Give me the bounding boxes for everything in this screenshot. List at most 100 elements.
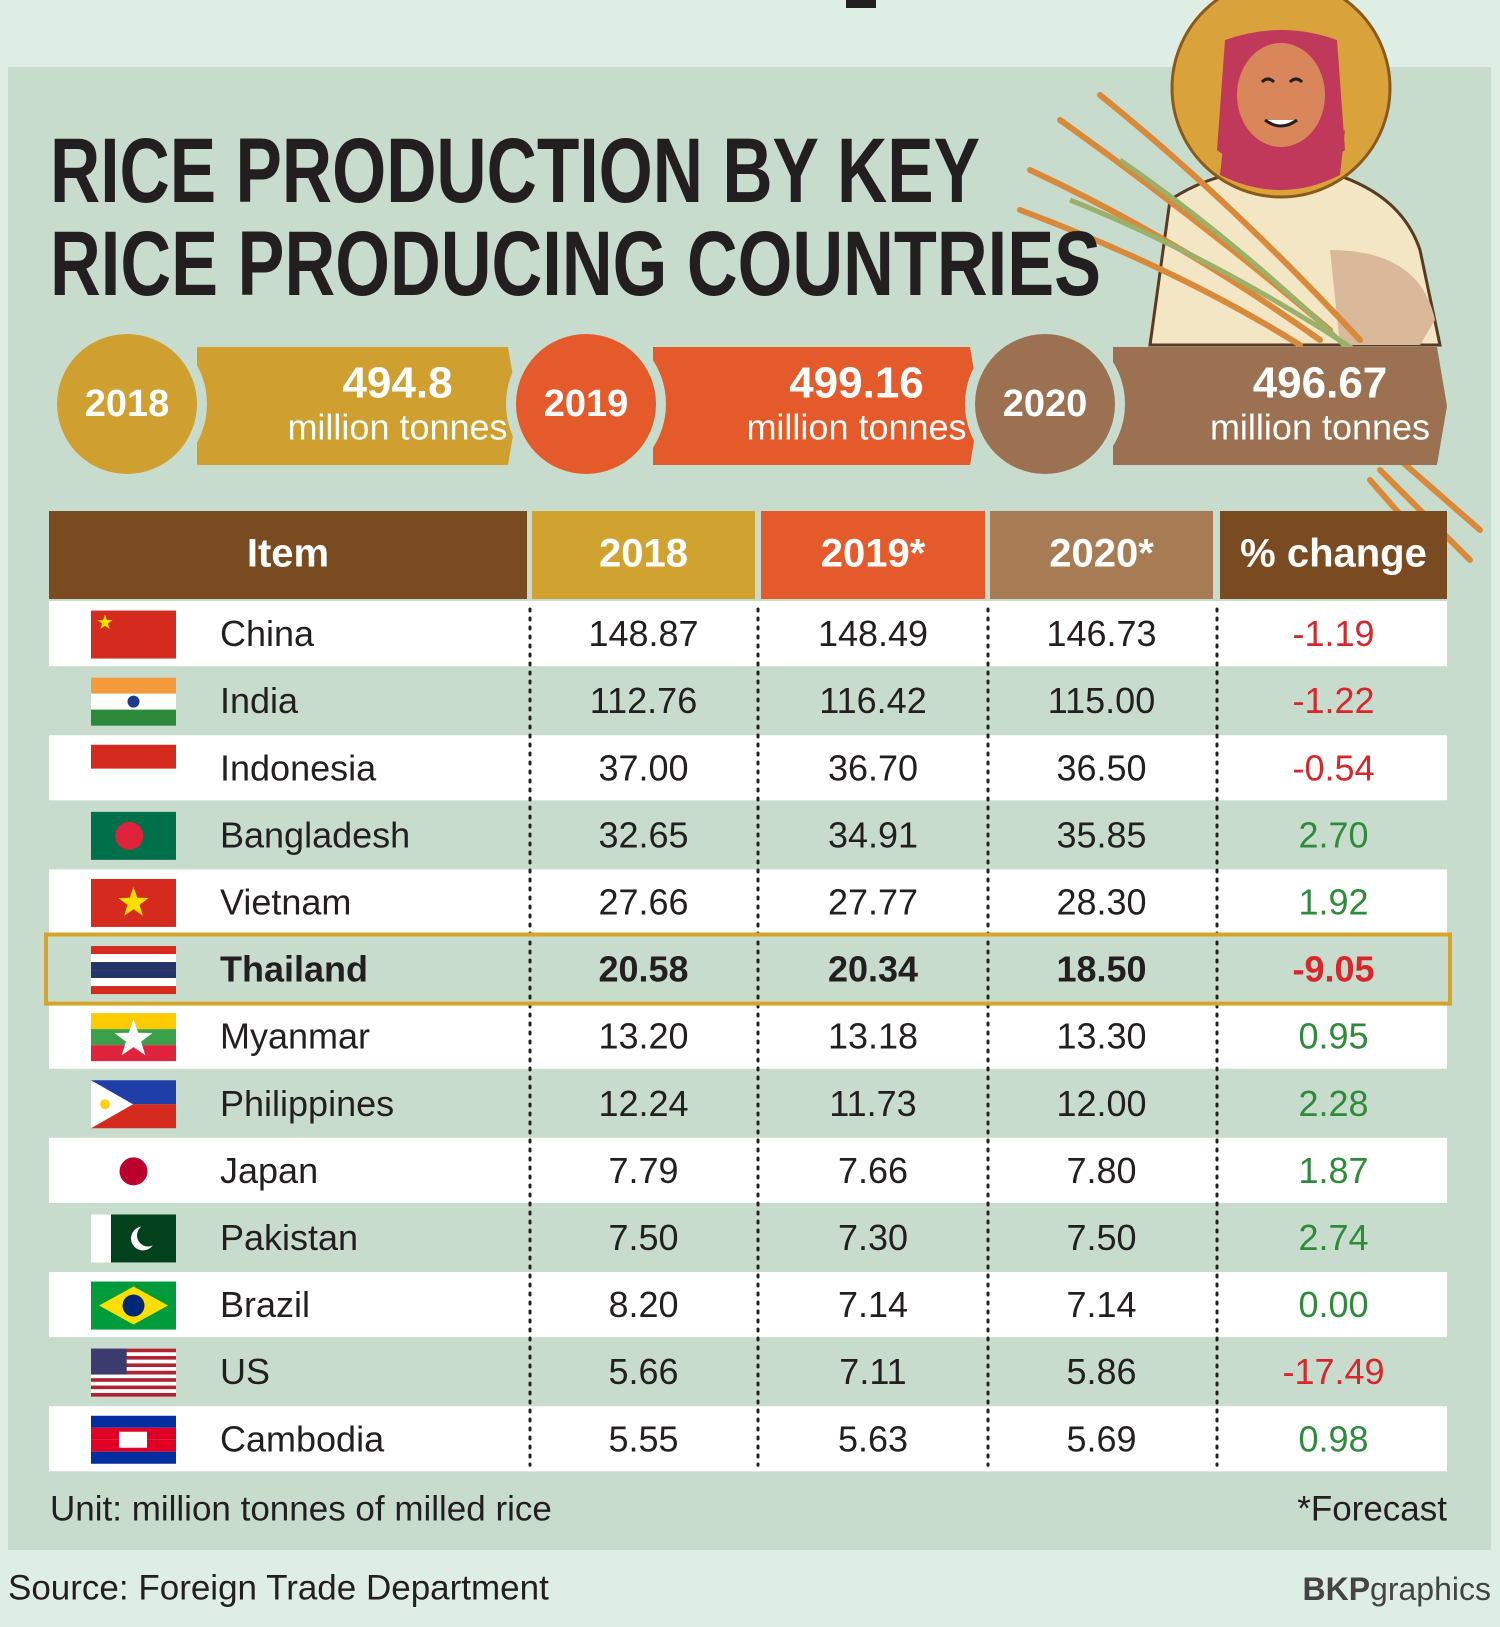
cell-value: 8.20 — [608, 1284, 678, 1325]
row-bg — [49, 1003, 1447, 1069]
cell-value: 2.28 — [1298, 1083, 1368, 1124]
cell-value: 13.20 — [598, 1016, 688, 1057]
row-bg — [49, 1204, 1447, 1270]
title: RICE PRODUCING COUNTRIES — [50, 213, 1101, 315]
column-header: Item — [247, 532, 329, 576]
year-circle — [516, 334, 656, 474]
cell-value: 7.14 — [838, 1284, 908, 1325]
total-unit: million tonnes — [746, 407, 966, 448]
cell-value: 7.50 — [608, 1217, 678, 1258]
year-circle — [57, 334, 197, 474]
flag-part — [91, 1363, 176, 1368]
cell-value: 36.70 — [828, 747, 918, 788]
total-banner — [197, 347, 518, 465]
unit-note: Unit: million tonnes of milled rice — [50, 1489, 552, 1528]
flag-part — [127, 695, 140, 708]
cell-value: 7.14 — [1066, 1284, 1136, 1325]
row-bg — [49, 936, 1447, 1002]
flag-part — [91, 744, 176, 769]
cell-value: 36.50 — [1056, 747, 1146, 788]
cell-value: 7.30 — [838, 1217, 908, 1258]
row-bg — [49, 1339, 1447, 1405]
flag-part — [97, 614, 113, 629]
row-bg — [49, 1070, 1447, 1136]
cell-value: 146.73 — [1046, 613, 1156, 654]
total-year: 2018 — [85, 383, 170, 425]
flag-part — [91, 1385, 176, 1390]
cell-value: 27.77 — [828, 881, 918, 922]
cell-value: 2.70 — [1298, 814, 1368, 855]
cell-value: 2.74 — [1298, 1217, 1368, 1258]
cell-value: 116.42 — [819, 680, 926, 721]
flag-part — [91, 1352, 176, 1357]
flag-part — [118, 886, 149, 916]
flag-part — [91, 1451, 176, 1464]
row-bg — [49, 1406, 1447, 1472]
header-cell — [532, 511, 755, 599]
cell-value: 1.87 — [1298, 1150, 1368, 1191]
title: RICE PRODUCTION BY KEY — [50, 120, 980, 222]
header-cell — [49, 511, 527, 599]
flag-part — [91, 986, 176, 995]
cell-value: 7.66 — [838, 1150, 908, 1191]
total-unit: million tonnes — [287, 407, 507, 448]
flag-part — [91, 1359, 176, 1364]
highlight-border — [44, 932, 1452, 1006]
column-header: 2018 — [599, 532, 688, 576]
country-name: China — [220, 613, 315, 654]
total-year: 2020 — [1003, 383, 1088, 425]
cell-value: 5.69 — [1066, 1418, 1136, 1459]
flag-part — [122, 1294, 145, 1317]
flag-part — [115, 821, 144, 850]
flag-part — [91, 1378, 176, 1382]
total-year: 2019 — [544, 383, 629, 425]
cell-value: 12.00 — [1056, 1083, 1146, 1124]
cell-value: 13.18 — [828, 1016, 918, 1057]
country-name: Bangladesh — [220, 814, 410, 855]
flag-part — [91, 1348, 127, 1375]
cell-value: -1.22 — [1292, 680, 1374, 721]
cell-value: 13.30 — [1056, 1016, 1146, 1057]
cell-value: 34.91 — [828, 814, 918, 855]
cell-value: 115.00 — [1048, 680, 1155, 721]
cell-value: -1.19 — [1292, 613, 1374, 654]
farmer-illustration — [1017, 0, 1483, 563]
country-name: Brazil — [220, 1284, 310, 1325]
flag-part — [91, 1367, 176, 1371]
flag-part — [91, 970, 176, 979]
flag-part — [91, 962, 176, 971]
credit-bold: BKP — [1302, 1571, 1370, 1607]
source: Source: Foreign Trade Department — [8, 1568, 549, 1607]
flag-part — [91, 1045, 176, 1062]
header-cell — [1220, 511, 1447, 599]
cell-value: 148.49 — [818, 613, 928, 654]
cell-value: 5.66 — [608, 1351, 678, 1392]
row-bg — [49, 1137, 1447, 1203]
cell-value: 0.98 — [1298, 1418, 1368, 1459]
flag-part — [100, 1099, 110, 1110]
flag-part — [119, 1157, 148, 1186]
row-bg — [49, 802, 1447, 868]
cell-value: -0.54 — [1292, 747, 1374, 788]
table: Item 2018 2019* 2020* % change China 148.87 148… — [44, 511, 1452, 1472]
cell-value: 20.34 — [828, 949, 918, 990]
total-value: 499.16 — [789, 359, 924, 408]
total-value: 496.67 — [1253, 359, 1388, 408]
flag-part — [91, 946, 176, 955]
row-bg — [49, 1272, 1447, 1338]
row-bg — [49, 735, 1447, 801]
cell-value: 11.73 — [829, 1083, 916, 1124]
flag-part — [91, 1080, 133, 1129]
flag-part — [91, 1392, 176, 1397]
cell-value: 20.58 — [598, 949, 688, 990]
cell-value: 148.87 — [588, 613, 698, 654]
flag-part — [91, 677, 176, 694]
country-name: US — [220, 1351, 270, 1392]
cell-value: 7.80 — [1066, 1150, 1136, 1191]
cell-value: -17.49 — [1282, 1351, 1384, 1392]
flag-part — [91, 954, 176, 963]
flag-part — [91, 978, 176, 987]
row-bg — [49, 869, 1447, 935]
